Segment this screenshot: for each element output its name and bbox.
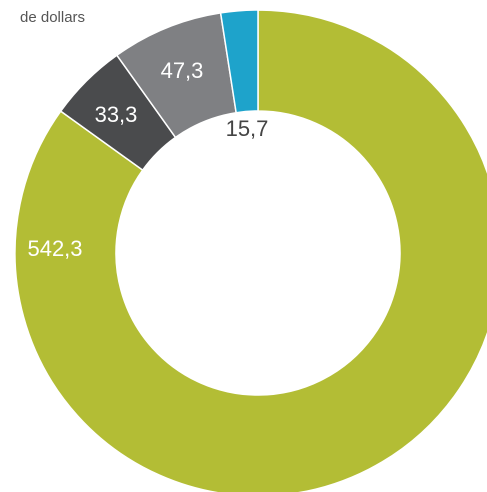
donut-slice [14, 9, 487, 492]
data-label: 33,3 [95, 102, 138, 127]
data-label: 15,7 [226, 116, 269, 141]
data-label: 542,3 [27, 236, 82, 261]
donut-slice [219, 9, 259, 114]
data-label: 47,3 [161, 58, 204, 83]
chart-subtitle: de dollars [20, 9, 85, 26]
